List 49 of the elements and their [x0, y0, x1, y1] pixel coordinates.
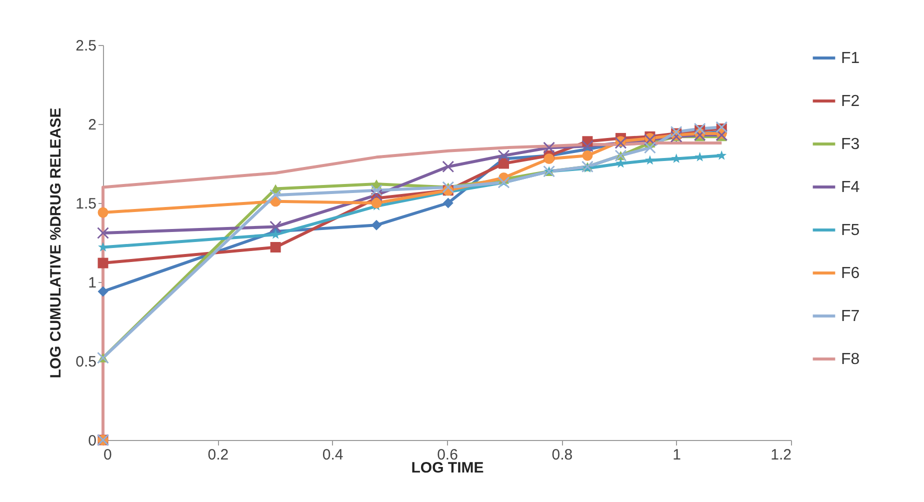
x-tick-label: 1	[672, 446, 682, 464]
point	[97, 227, 109, 240]
point	[716, 150, 727, 160]
x-tick-label: 1.2	[770, 446, 792, 464]
point	[694, 122, 706, 135]
x-tick-label: 0.8	[552, 446, 573, 464]
point	[371, 198, 382, 208]
point	[670, 126, 682, 138]
x-tick-label: 0.2	[208, 446, 229, 464]
legend-label: F8	[841, 351, 860, 368]
point	[98, 242, 108, 252]
legend-label: F2	[841, 93, 860, 110]
point	[543, 142, 556, 154]
point	[442, 160, 454, 173]
point	[270, 220, 282, 233]
y-tick-label: 1.5	[76, 196, 96, 212]
legend-label: F4	[841, 179, 860, 196]
point	[644, 155, 655, 165]
point	[581, 140, 594, 152]
point	[270, 242, 281, 252]
point	[498, 150, 510, 162]
point	[716, 129, 728, 142]
point	[371, 220, 382, 230]
point	[270, 229, 281, 239]
legend-label: F6	[841, 265, 860, 282]
legend-label: F7	[841, 308, 860, 325]
point	[98, 207, 108, 218]
y-tick-label: 1	[88, 274, 96, 292]
legend-label: F5	[841, 222, 860, 239]
point	[544, 154, 554, 164]
x-tick-label: 0.4	[322, 446, 344, 464]
point	[98, 258, 108, 268]
y-tick-label: 0.5	[76, 354, 96, 370]
y-tick-label: 2.5	[76, 38, 96, 54]
y-tick-label: 2	[88, 116, 96, 134]
y-tick-label: 0	[88, 432, 96, 450]
legend-label: F3	[841, 136, 860, 153]
point	[616, 158, 626, 168]
y-axis-title: LOG CUMULATIVE %DRUG RELEASE	[48, 108, 65, 378]
point	[582, 150, 593, 161]
point	[370, 189, 382, 202]
point	[98, 286, 108, 297]
point	[442, 198, 454, 208]
point	[370, 184, 382, 196]
point	[694, 129, 706, 142]
point	[644, 142, 656, 154]
point	[270, 189, 282, 202]
legend-label: F1	[841, 50, 860, 67]
x-tick-label: 0	[104, 446, 112, 464]
